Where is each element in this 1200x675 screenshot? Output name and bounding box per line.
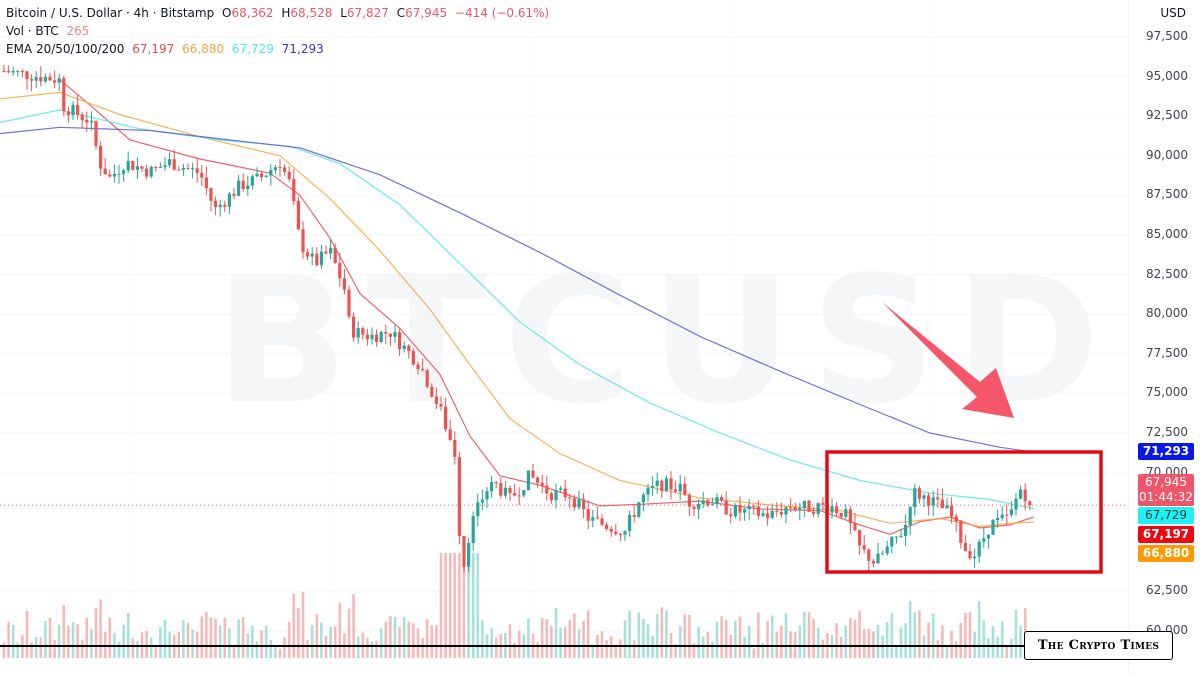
price-axis-tick: 72,500	[1146, 425, 1188, 439]
chart-legend: Bitcoin / U.S. Dollar · 4h · Bitstamp O6…	[6, 4, 549, 58]
candles	[2, 64, 1032, 572]
legend-ema-row[interactable]: EMA 20/50/100/200 67,197 66,880 67,729 7…	[6, 42, 324, 56]
down-arrow-annotation	[882, 302, 1014, 418]
price-axis-tick: 90,000	[1146, 147, 1188, 162]
ema-lines	[0, 79, 1035, 536]
legend-change: −414 (−0.61%)	[454, 6, 550, 20]
price-axis-tick: 77,500	[1146, 345, 1188, 360]
price-axis-tick: 62,500	[1146, 583, 1188, 598]
last-price-tag: 67,945 01:44:32	[1138, 474, 1194, 506]
price-axis-tick: 95,000	[1146, 68, 1188, 83]
price-axis-tick: 82,500	[1146, 266, 1188, 281]
legend-ema20: 67,197	[132, 42, 175, 56]
ema20-price-tag: 67,197	[1138, 526, 1194, 543]
legend-ohlc-row: Bitcoin / U.S. Dollar · 4h · Bitstamp O6…	[6, 6, 550, 20]
ema100-price-tag: 67,729	[1138, 507, 1194, 524]
legend-ema100: 67,729	[231, 42, 274, 56]
legend-volume-row[interactable]: Vol · BTC 265	[6, 24, 90, 38]
legend-low: 67,827	[346, 6, 389, 20]
legend-symbol[interactable]: Bitcoin / U.S. Dollar · 4h · Bitstamp	[6, 6, 215, 20]
price-axis-tick: 75,000	[1146, 385, 1188, 400]
price-axis-tick: 97,500	[1146, 29, 1188, 43]
price-axis-tick: 87,500	[1146, 187, 1188, 202]
price-axis-divider	[1128, 0, 1129, 675]
grid-lines	[0, 36, 1128, 632]
highlight-box	[825, 450, 1103, 574]
bar-countdown: 01:44:32	[1139, 490, 1193, 504]
symbol-watermark: BTCUSD	[215, 240, 1118, 443]
ema50-price-tag: 66,880	[1138, 545, 1194, 562]
currency-label[interactable]: USD	[1160, 6, 1186, 20]
legend-ema50: 66,880	[182, 42, 225, 56]
price-axis-tick: 92,500	[1146, 108, 1188, 123]
legend-ema200: 71,293	[281, 42, 324, 56]
legend-close: 67,945	[405, 6, 448, 20]
legend-open: 68,362	[231, 6, 274, 20]
price-axis-tick: 80,000	[1146, 306, 1188, 321]
legend-volume: 265	[66, 24, 90, 38]
legend-high: 68,528	[290, 6, 333, 20]
volume-bars	[2, 553, 1032, 658]
ema200-price-tag: 71,293	[1138, 443, 1194, 461]
brand-logo: The Crypto Times	[1024, 631, 1173, 660]
price-axis-tick: 85,000	[1146, 227, 1188, 241]
